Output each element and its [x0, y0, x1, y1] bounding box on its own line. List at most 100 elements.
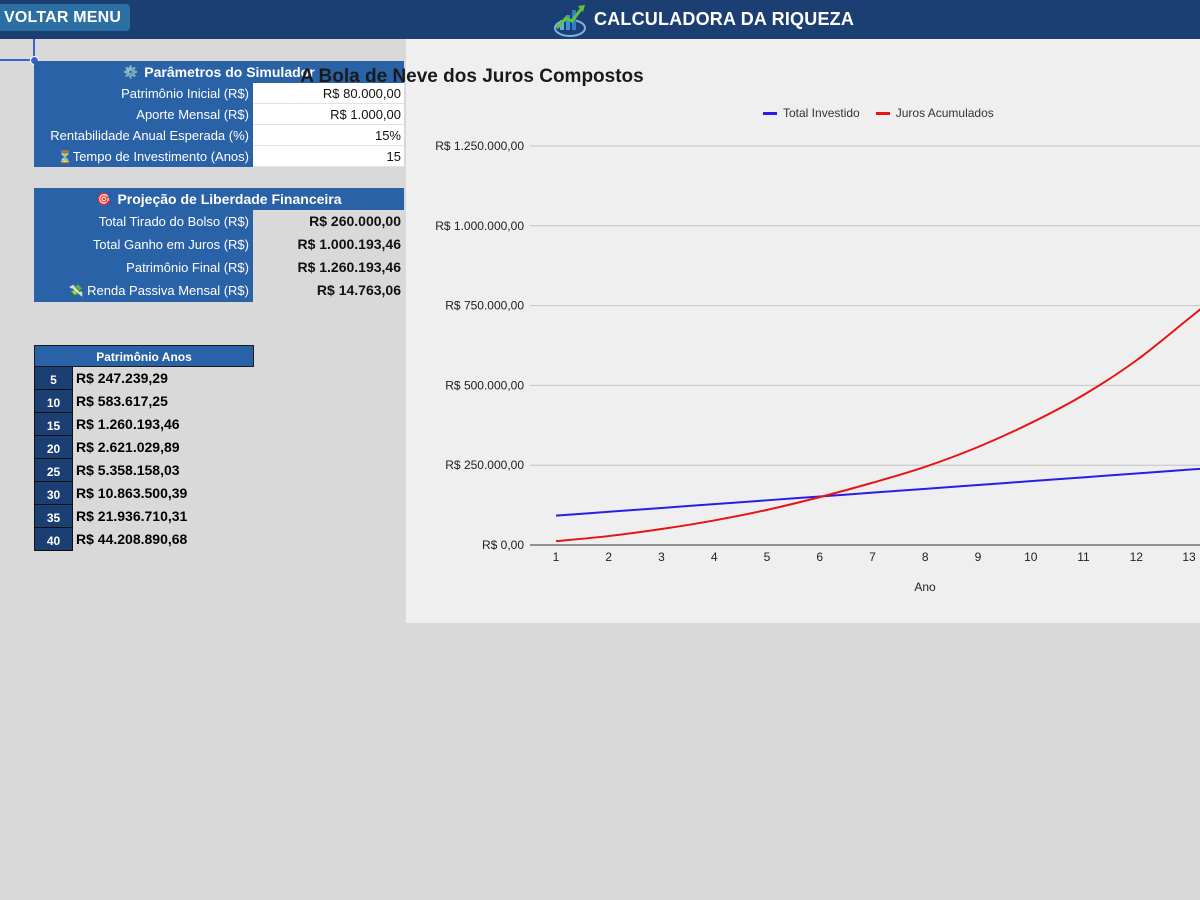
table-row: 35 R$ 21.936.710,31 — [34, 505, 254, 528]
money-wings-icon: 💸 — [68, 284, 84, 298]
x-tick-label: 12 — [1130, 550, 1144, 564]
x-tick-label: 13 — [1182, 550, 1196, 564]
params-title: Parâmetros do Simulador — [144, 64, 315, 80]
projection-value: R$ 260.000,00 — [309, 213, 401, 229]
x-tick-label: 7 — [869, 550, 876, 564]
series-line-total-invested — [555, 467, 1200, 517]
growth-chart-logo-icon — [554, 4, 586, 37]
y-tick-label: R$ 250.000,00 — [445, 458, 524, 472]
value-cell: R$ 247.239,29 — [76, 370, 168, 386]
params-header: ⚙️ Parâmetros do Simulador — [34, 61, 404, 83]
year-cell: 20 — [34, 436, 73, 459]
x-tick-label: 3 — [658, 550, 665, 564]
x-tick-label: 2 — [605, 550, 612, 564]
x-tick-label: 8 — [922, 550, 929, 564]
value-cell: R$ 5.358.158,03 — [76, 462, 180, 478]
x-tick-label: 5 — [764, 550, 771, 564]
projection-label: 💸 Renda Passiva Mensal (R$) — [34, 279, 253, 302]
projection-label-text: Renda Passiva Mensal (R$) — [87, 283, 249, 298]
y-tick-label: R$ 500.000,00 — [445, 378, 524, 392]
chart-title: A Bola de Neve dos Juros Compostos — [300, 66, 644, 87]
param-row: Aporte Mensal (R$) R$ 1.000,00 — [34, 104, 404, 125]
table-row: 30 R$ 10.863.500,39 — [34, 482, 254, 505]
value-cell: R$ 583.617,25 — [76, 393, 168, 409]
legend-label: Juros Acumulados — [895, 106, 994, 120]
year-cell: 40 — [34, 528, 73, 551]
legend-label: Total Investido — [783, 106, 860, 120]
cell-selection[interactable] — [0, 39, 35, 61]
value-cell: R$ 21.936.710,31 — [76, 508, 188, 524]
year-cell: 15 — [34, 413, 73, 436]
hourglass-icon: ⏳ — [57, 150, 73, 164]
param-row: Patrimônio Inicial (R$) R$ 80.000,00 — [34, 83, 404, 104]
table-row: 10 R$ 583.617,25 — [34, 390, 254, 413]
top-bar: VOLTAR MENU CALCULADORA DA RIQUEZA — [0, 0, 1200, 39]
chart-legend: Total Investido Juros Acumulados — [763, 106, 994, 120]
app-title-text: CALCULADORA DA RIQUEZA — [594, 9, 855, 29]
projection-row: Patrimônio Final (R$) R$ 1.260.193,46 — [34, 256, 404, 279]
investment-years-input[interactable]: 15 — [253, 146, 404, 167]
years-table-header: Patrimônio Anos — [34, 345, 254, 367]
x-tick-label: 1 — [553, 550, 560, 564]
projection-value: R$ 14.763,06 — [316, 282, 401, 298]
target-icon: 🎯 — [96, 192, 112, 206]
table-row: 15 R$ 1.260.193,46 — [34, 413, 254, 436]
param-label: ⏳Tempo de Investimento (Anos) — [34, 146, 253, 167]
table-row: 25 R$ 5.358.158,03 — [34, 459, 254, 482]
legend-swatch — [763, 111, 777, 115]
y-tick-label: R$ 0,00 — [482, 538, 524, 552]
year-cell: 25 — [34, 459, 73, 482]
param-label-text: Tempo de Investimento (Anos) — [72, 149, 249, 164]
table-row: 5 R$ 247.239,29 — [34, 367, 254, 390]
projection-title: Projeção de Liberdade Financeira — [117, 191, 342, 207]
param-label: Patrimônio Inicial (R$) — [34, 83, 253, 104]
initial-wealth-input[interactable]: R$ 80.000,00 — [253, 83, 404, 104]
projection-value: R$ 1.260.193,46 — [297, 259, 401, 275]
param-label: Aporte Mensal (R$) — [34, 104, 253, 125]
projection-label: Patrimônio Final (R$) — [34, 256, 253, 279]
year-cell: 30 — [34, 482, 73, 505]
x-axis-label: Ano — [914, 580, 936, 594]
value-cell: R$ 2.621.029,89 — [76, 439, 180, 455]
x-tick-label: 11 — [1077, 550, 1090, 564]
projection-panel: 🎯 Projeção de Liberdade Financeira Total… — [34, 188, 404, 302]
table-row: 20 R$ 2.621.029,89 — [34, 436, 254, 459]
projection-row: 💸 Renda Passiva Mensal (R$) R$ 14.763,06 — [34, 279, 404, 302]
param-row: Rentabilidade Anual Esperada (%) 15% — [34, 125, 404, 146]
legend-item: Juros Acumulados — [875, 106, 994, 120]
projection-value: R$ 1.000.193,46 — [297, 236, 401, 252]
x-tick-label: 10 — [1024, 550, 1038, 564]
table-row: 40 R$ 44.208.890,68 — [34, 528, 254, 551]
projection-label: Total Ganho em Juros (R$) — [34, 233, 253, 256]
param-label: Rentabilidade Anual Esperada (%) — [34, 125, 253, 146]
simulator-params-panel: ⚙️ Parâmetros do Simulador Patrimônio In… — [34, 61, 404, 167]
year-cell: 5 — [34, 367, 73, 390]
back-to-menu-button[interactable]: VOLTAR MENU — [0, 4, 130, 31]
annual-return-input[interactable]: 15% — [253, 125, 404, 146]
y-tick-label: R$ 750.000,00 — [445, 299, 524, 313]
monthly-contribution-input[interactable]: R$ 1.000,00 — [253, 104, 404, 125]
value-cell: R$ 10.863.500,39 — [76, 485, 188, 501]
year-cell: 10 — [34, 390, 73, 413]
x-tick-label: 4 — [711, 550, 718, 564]
param-row: ⏳Tempo de Investimento (Anos) 15 — [34, 146, 404, 167]
projection-header: 🎯 Projeção de Liberdade Financeira — [34, 188, 404, 210]
projection-row: Total Tirado do Bolso (R$) R$ 260.000,00 — [34, 210, 404, 233]
value-cell: R$ 1.260.193,46 — [76, 416, 180, 432]
series-line-accumulated-interest — [555, 308, 1200, 543]
y-tick-label: R$ 1.250.000,00 — [435, 139, 524, 153]
year-cell: 35 — [34, 505, 73, 528]
projection-label: Total Tirado do Bolso (R$) — [34, 210, 253, 233]
x-tick-label: 6 — [816, 550, 823, 564]
app-title: CALCULADORA DA RIQUEZA — [552, 0, 854, 39]
gear-icon: ⚙️ — [123, 65, 139, 79]
x-tick-label: 9 — [975, 550, 982, 564]
y-tick-label: R$ 1.000.000,00 — [435, 219, 524, 233]
value-cell: R$ 44.208.890,68 — [76, 531, 188, 547]
chart-container[interactable] — [406, 39, 1200, 623]
wealth-by-years-table: Patrimônio Anos 5 R$ 247.239,29 10 R$ 583.… — [34, 345, 254, 551]
legend-swatch — [875, 111, 890, 115]
projection-row: Total Ganho em Juros (R$) R$ 1.000.193,4… — [34, 233, 404, 256]
legend-item: Total Investido — [763, 106, 860, 120]
